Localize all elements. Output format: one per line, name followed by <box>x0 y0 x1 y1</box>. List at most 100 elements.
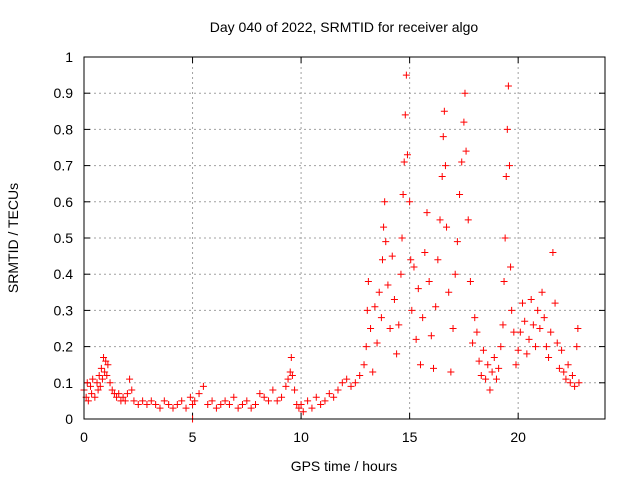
x-tick-label: 0 <box>80 429 88 445</box>
data-point <box>212 404 220 412</box>
data-point <box>575 379 583 387</box>
data-point <box>449 325 457 332</box>
data-point <box>521 317 529 325</box>
data-point <box>225 401 233 409</box>
data-point <box>260 393 268 401</box>
data-point <box>278 393 286 401</box>
data-point <box>102 357 110 365</box>
data-point <box>195 390 203 398</box>
data-point <box>421 248 429 256</box>
data-point <box>439 133 447 141</box>
data-point <box>93 379 101 387</box>
data-point <box>238 401 246 409</box>
data-point <box>408 306 416 314</box>
data-point <box>562 375 570 383</box>
data-point <box>505 162 513 170</box>
data-point <box>440 107 448 115</box>
data-point <box>126 375 134 383</box>
data-point <box>160 397 168 405</box>
data-point <box>514 346 522 354</box>
data-point <box>204 401 212 409</box>
data-point <box>499 321 507 329</box>
data-points <box>80 71 583 423</box>
plot-frame <box>83 56 606 420</box>
data-point <box>501 234 509 242</box>
data-point <box>363 306 371 314</box>
data-point <box>456 191 464 199</box>
data-point <box>382 238 390 246</box>
data-point <box>96 382 104 390</box>
data-point <box>432 303 440 311</box>
data-point <box>273 397 281 405</box>
data-point <box>414 285 422 293</box>
data-point <box>104 361 112 369</box>
data-point <box>384 281 392 289</box>
axis-ticks: 00.10.20.30.40.50.60.70.80.910 5 10 15 20 <box>54 49 605 445</box>
data-point <box>299 408 307 416</box>
y-tick-label: 0.2 <box>54 339 74 355</box>
data-point <box>84 397 92 405</box>
data-point <box>479 346 487 354</box>
data-point <box>108 386 116 394</box>
data-point <box>182 404 190 412</box>
data-point <box>351 379 359 387</box>
data-point <box>469 339 477 347</box>
data-point <box>555 364 563 372</box>
data-point <box>523 350 531 358</box>
data-point <box>251 401 259 409</box>
data-point <box>330 393 338 401</box>
data-point <box>497 343 505 351</box>
data-point <box>402 71 410 79</box>
data-point <box>492 375 500 383</box>
data-point <box>401 111 409 119</box>
data-point <box>373 339 381 347</box>
data-point <box>191 397 199 405</box>
data-point <box>94 386 102 394</box>
data-point <box>551 299 559 307</box>
data-point <box>460 118 468 126</box>
data-point <box>234 404 242 412</box>
x-axis-title: GPS time / hours <box>291 458 398 474</box>
data-point <box>230 393 238 401</box>
data-point <box>388 252 396 260</box>
data-point <box>538 288 546 296</box>
y-tick-label: 1 <box>65 49 73 65</box>
y-tick-label: 0.1 <box>54 375 74 391</box>
data-point <box>139 397 147 405</box>
y-tick-label: 0.9 <box>54 85 74 101</box>
data-point <box>400 158 408 166</box>
data-point <box>399 191 407 199</box>
data-point <box>123 390 131 398</box>
data-point <box>119 393 127 401</box>
data-point <box>147 397 155 405</box>
data-point <box>89 375 97 383</box>
data-point <box>338 379 346 387</box>
data-point <box>375 288 383 296</box>
data-point <box>256 390 264 398</box>
data-point <box>502 172 510 180</box>
data-point <box>425 277 433 285</box>
data-point <box>100 353 108 361</box>
x-tick-label: 20 <box>510 429 526 445</box>
data-point <box>377 314 385 322</box>
data-point <box>560 368 568 376</box>
data-point <box>430 364 438 372</box>
data-point <box>269 386 277 394</box>
data-point <box>165 401 173 409</box>
y-tick-label: 0.7 <box>54 158 74 174</box>
data-point <box>490 353 498 361</box>
data-point <box>486 386 494 394</box>
data-point <box>438 172 446 180</box>
data-point <box>549 248 557 256</box>
data-point <box>451 270 459 278</box>
data-point <box>458 158 466 166</box>
data-point <box>156 404 164 412</box>
data-point <box>297 401 305 409</box>
data-point <box>325 390 333 398</box>
data-point <box>308 404 316 412</box>
data-point <box>371 303 379 311</box>
data-point <box>488 368 496 376</box>
y-axis-title: SRMTID / TECUs <box>5 183 21 293</box>
data-point <box>287 353 295 361</box>
